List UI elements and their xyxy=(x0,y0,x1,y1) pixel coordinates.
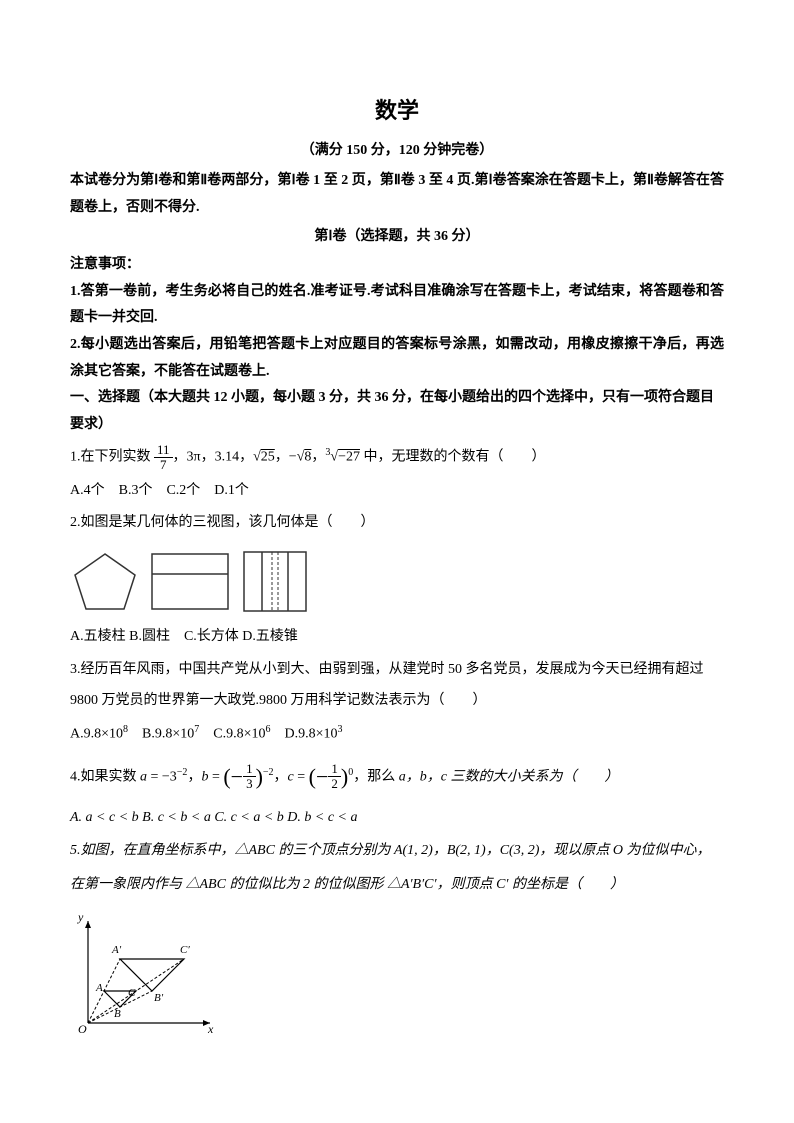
x-label: x xyxy=(207,1022,214,1033)
q1-text-3: ，− xyxy=(275,450,297,465)
svg-text:A′: A′ xyxy=(111,944,122,956)
q3-options: A.9.8×108 B.9.8×107 C.9.8×106 D.9.8×103 xyxy=(70,720,724,748)
notice-1: 1.答第一卷前，考生务必将自己的姓名.准考证号.考试科目准确涂写在答题卡上，考试… xyxy=(70,279,724,332)
svg-text:B′: B′ xyxy=(154,992,164,1004)
instruction-1: 本试卷分为第Ⅰ卷和第Ⅱ卷两部分，第Ⅰ卷 1 至 2 页，第Ⅱ卷 3 至 4 页.… xyxy=(70,168,724,221)
q1-options: A.4个 B.3个 C.2个 D.1个 xyxy=(70,478,724,505)
page-title: 数学 xyxy=(70,90,724,132)
question-2: 2.如图是某几何体的三视图，该几何体是（ ） xyxy=(70,508,724,539)
q2-options: A.五棱柱 B.圆柱 C.长方体 D.五棱锥 xyxy=(70,624,724,651)
svg-text:A: A xyxy=(95,982,103,994)
svg-text:C′: C′ xyxy=(180,944,190,956)
notice-title: 注意事项： xyxy=(70,252,724,279)
q1-text-2: ，3π，3.14， xyxy=(173,450,254,465)
subtitle: （满分 150 分，120 分钟完卷） xyxy=(70,138,724,165)
q1-text-4: ， xyxy=(311,450,325,465)
q1-frac: 117 xyxy=(154,443,173,473)
q1-cbrt: −27 xyxy=(338,450,360,465)
q1-sqrt25: 25 xyxy=(261,450,275,465)
rect-view-1 xyxy=(150,549,230,614)
notice-2: 2.每小题选出答案后，用铅笔把答题卡上对应题目的答案标号涂黑，如需改动，用橡皮擦… xyxy=(70,332,724,385)
choice-section-header: 一、选择题（本大题共 12 小题，每小题 3 分，共 36 分，在每小题给出的四… xyxy=(70,385,724,438)
section-1-header: 第Ⅰ卷（选择题，共 36 分） xyxy=(70,224,724,251)
rect-view-2 xyxy=(240,549,310,614)
q1-text-5: 中，无理数的个数有（ ） xyxy=(360,450,546,465)
svg-text:C: C xyxy=(128,987,136,999)
three-views-diagram xyxy=(70,549,724,614)
question-5-line1: 5.如图，在直角坐标系中，△ABC 的三个顶点分别为 A(1, 2)，B(2, … xyxy=(70,836,724,867)
pentagon-view xyxy=(70,549,140,614)
coordinate-diagram: y x O A C B A′ C′ B′ xyxy=(70,913,724,1044)
q1-text-1: 1.在下列实数 xyxy=(70,450,154,465)
question-3: 3.经历百年风雨，中国共产党从小到大、由弱到强，从建党时 50 多名党员，发展成… xyxy=(70,655,724,717)
q4-options: A. a < c < b B. c < b < a C. c < a < b D… xyxy=(70,805,724,832)
y-label: y xyxy=(77,913,84,924)
question-5-line2: 在第一象限内作与 △ABC 的位似比为 2 的位似图形 △A′B′C′，则顶点 … xyxy=(70,870,724,901)
question-4: 4.如果实数 a = −3−2，b = (−13)−2，c = (−12)0，那… xyxy=(70,753,724,801)
question-1: 1.在下列实数 117，3π，3.14，√25，−√8，3√−27 中，无理数的… xyxy=(70,442,724,473)
origin-label: O xyxy=(78,1022,87,1033)
